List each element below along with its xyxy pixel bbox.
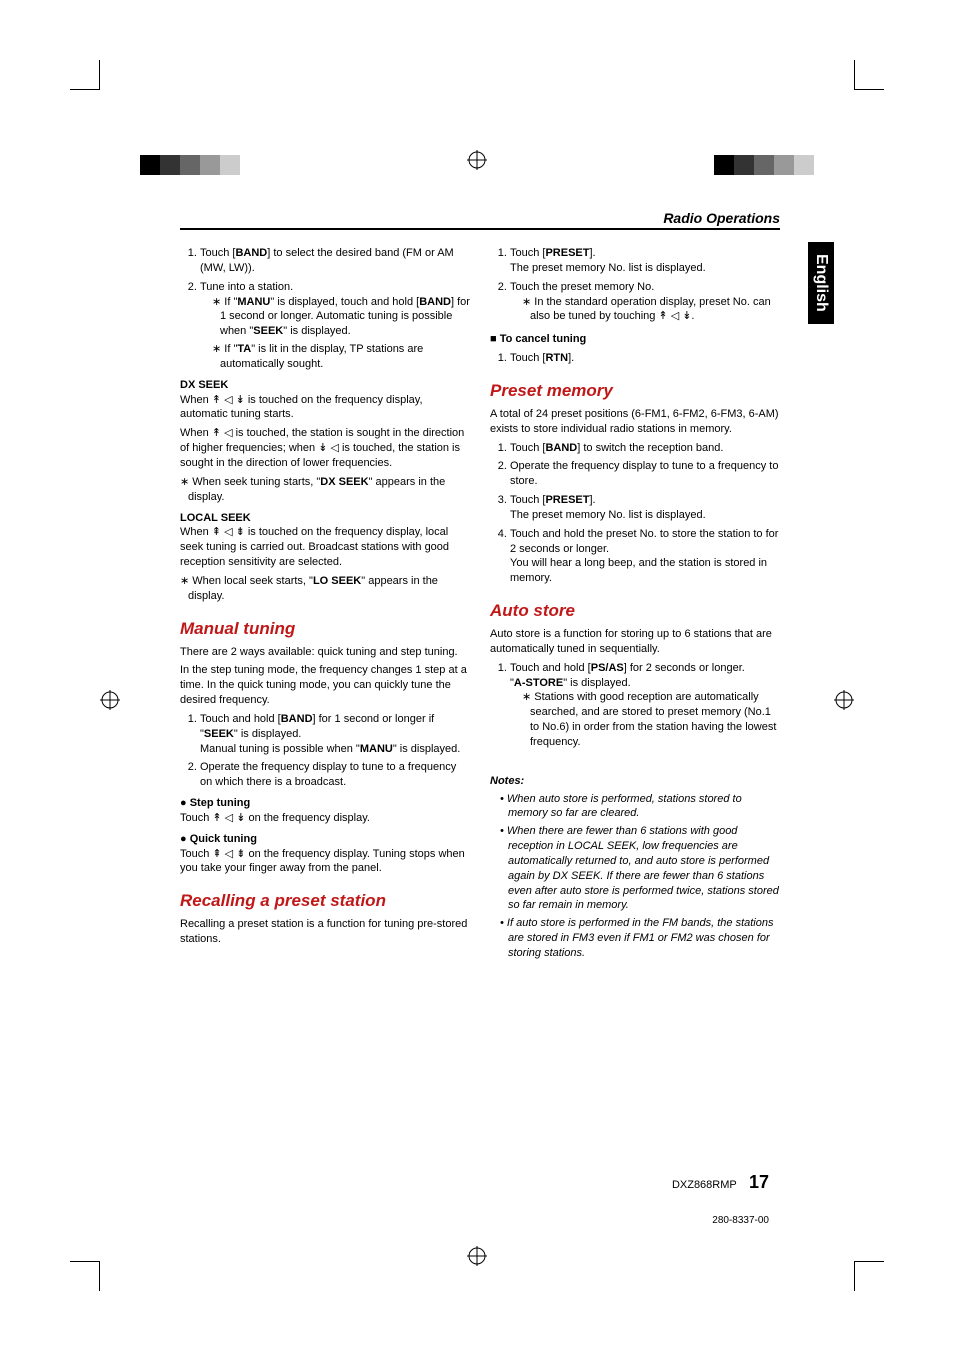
note-1: • When auto store is performed, stations… — [500, 792, 780, 822]
right-column: Touch [PRESET]. The preset memory No. li… — [490, 242, 780, 964]
language-tab: English — [808, 242, 834, 324]
auto-steps: Touch and hold [PS/AS] for 2 seconds or … — [490, 661, 780, 768]
note-2: • When there are fewer than 6 stations w… — [500, 824, 780, 913]
local-seek-head: LOCAL SEEK — [180, 511, 470, 526]
notes-head: Notes: — [490, 774, 780, 789]
step-tuning-p: Touch ↟ ◁ ↡ on the frequency display. — [180, 811, 470, 826]
manual-tuning-title: Manual tuning — [180, 618, 470, 641]
step-tuning-head: ● Step tuning — [180, 796, 470, 811]
auto-store-title: Auto store — [490, 600, 780, 623]
manual-p2: In the step tuning mode, the frequency c… — [180, 663, 470, 708]
local-seek-note: ∗ When local seek starts, "LO SEEK" appe… — [180, 574, 470, 604]
preset-step-4: Touch and hold the preset No. to store t… — [510, 527, 780, 586]
quick-tuning-p: Touch ⇞ ◁ ⇟ on the frequency display. Tu… — [180, 847, 470, 877]
auto-step-1: Touch and hold [PS/AS] for 2 seconds or … — [510, 661, 780, 768]
crop-mark-tr — [854, 60, 884, 90]
preset-step-3: Touch [PRESET]. The preset memory No. li… — [510, 493, 780, 523]
color-bars-right — [714, 155, 814, 175]
manual-steps: Touch and hold [BAND] for 1 second or lo… — [180, 712, 470, 790]
registration-mark-left — [100, 690, 120, 710]
page-number: DXZ868RMP 17 — [672, 1172, 769, 1193]
color-bars-left — [140, 155, 240, 175]
auto-p1: Auto store is a function for storing up … — [490, 627, 780, 657]
recall-title: Recalling a preset station — [180, 890, 470, 913]
page-content: Radio Operations Touch [BAND] to select … — [180, 210, 780, 964]
step-1: Touch [BAND] to select the desired band … — [200, 246, 470, 276]
manual-step-2: Operate the frequency display to tune to… — [200, 760, 470, 790]
tuning-steps-list: Touch [BAND] to select the desired band … — [180, 246, 470, 372]
step-2-note-1: ∗ If "MANU" is displayed, touch and hold… — [212, 295, 470, 340]
model-label: DXZ868RMP — [672, 1179, 737, 1191]
preset-step-1: Touch [BAND] to switch the reception ban… — [510, 441, 780, 456]
local-seek-p1: When ⇞ ◁ ⇟ is touched on the frequency d… — [180, 525, 470, 570]
cancel-step-1: Touch [RTN]. — [510, 351, 780, 366]
preset-steps: Touch [BAND] to switch the reception ban… — [490, 441, 780, 587]
crop-mark-bl — [70, 1261, 100, 1291]
page-num-value: 17 — [749, 1172, 769, 1192]
preset-step-2: Operate the frequency display to tune to… — [510, 459, 780, 489]
recall-step-2-note: ∗ In the standard operation display, pre… — [522, 295, 780, 325]
quick-tuning-head: ● Quick tuning — [180, 832, 470, 847]
recall-p1: Recalling a preset station is a function… — [180, 917, 470, 947]
manual-step-1: Touch and hold [BAND] for 1 second or lo… — [200, 712, 470, 757]
cancel-steps: Touch [RTN]. — [490, 351, 780, 366]
dx-seek-p2: When ↟ ◁ is touched, the station is soug… — [180, 426, 470, 471]
dx-seek-note: ∗ When seek tuning starts, "DX SEEK" app… — [180, 475, 470, 505]
step-2: Tune into a station. ∗ If "MANU" is disp… — [200, 280, 470, 372]
notes-list: • When auto store is performed, stations… — [490, 792, 780, 961]
dx-seek-p1: When ↟ ◁ ↡ is touched on the frequency d… — [180, 393, 470, 423]
document-id: 280-8337-00 — [712, 1215, 769, 1226]
step-2-note-2: ∗ If "TA" is lit in the display, TP stat… — [212, 342, 470, 372]
auto-step-1-note: ∗ Stations with good reception are autom… — [522, 690, 780, 749]
section-header: Radio Operations — [180, 210, 780, 230]
recall-step-2: Touch the preset memory No. ∗ In the sta… — [510, 280, 780, 325]
registration-mark-bottom — [467, 1246, 487, 1266]
dx-seek-head: DX SEEK — [180, 378, 470, 393]
manual-p1: There are 2 ways available: quick tuning… — [180, 645, 470, 660]
registration-mark-right — [834, 690, 854, 710]
preset-memory-title: Preset memory — [490, 380, 780, 403]
recall-step-1: Touch [PRESET]. The preset memory No. li… — [510, 246, 780, 276]
cancel-tuning-head: ■ To cancel tuning — [490, 332, 780, 347]
registration-mark-top — [467, 150, 487, 170]
recall-steps: Touch [PRESET]. The preset memory No. li… — [490, 246, 780, 324]
crop-mark-br — [854, 1261, 884, 1291]
left-column: Touch [BAND] to select the desired band … — [180, 242, 470, 964]
crop-mark-tl — [70, 60, 100, 90]
note-3: • If auto store is performed in the FM b… — [500, 916, 780, 961]
preset-p1: A total of 24 preset positions (6-FM1, 6… — [490, 407, 780, 437]
